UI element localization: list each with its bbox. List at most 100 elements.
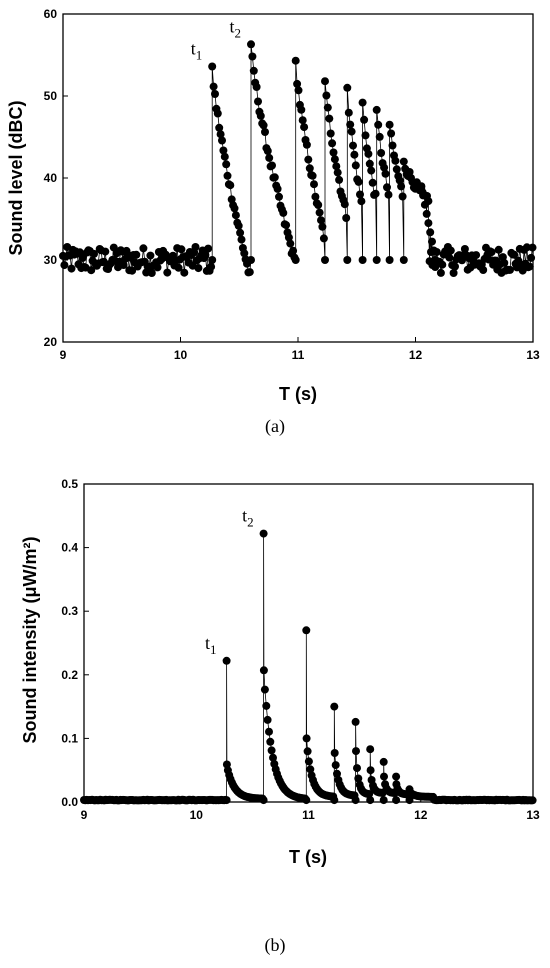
- panel-a-data-point: [422, 209, 431, 218]
- panel-a-data-point: [302, 140, 311, 149]
- panel-b-data-point: [366, 766, 375, 775]
- panel-a-data-point: [318, 222, 327, 231]
- panel-a-data-point: [391, 156, 400, 165]
- panel-a-data-point: [449, 269, 458, 277]
- panel-a-data-point: [139, 244, 148, 253]
- panel-a-data-point: [432, 248, 441, 256]
- panel-b-annotations: t 1 t2: [205, 506, 254, 657]
- panel-a-data-point: [417, 182, 426, 191]
- panel-a-data-point: [223, 171, 232, 180]
- panel-a-data-point: [286, 239, 295, 248]
- panel-b-data-point: [330, 796, 339, 805]
- panel-b-data-point: [266, 737, 275, 746]
- panel-a-data-point: [344, 108, 353, 117]
- panel-a-data-point: [323, 103, 332, 112]
- panel-b-data-point: [262, 701, 271, 710]
- panel-a-data-point: [451, 262, 459, 271]
- panel-a-data-point: [226, 181, 235, 190]
- panel-b-label: (b): [265, 935, 286, 956]
- panel-a-data-point: [385, 256, 394, 264]
- panel-a-data-point: [300, 123, 309, 132]
- panel-a-data-point: [191, 243, 200, 251]
- panel-a-data-point: [249, 66, 258, 75]
- panel-b-annotation-text: t: [242, 506, 247, 526]
- panel-a-data-point: [284, 233, 293, 242]
- panel-b-x-tick-label: 12: [414, 808, 428, 822]
- panel-a-data-point: [375, 132, 384, 141]
- panel-b-annotation: t2: [242, 506, 254, 530]
- panel-b-data-point: [379, 796, 388, 805]
- panel-a-data-point: [194, 264, 203, 273]
- panel-a-y-tick-label: 20: [44, 335, 58, 349]
- panel-a-data-point: [310, 180, 318, 189]
- panel-a-data-point: [230, 204, 239, 213]
- panel-a-data-point: [237, 235, 246, 244]
- panel-b-data-point: [392, 796, 401, 805]
- panel-a-data-point: [101, 247, 110, 256]
- panel-b-data-point: [351, 796, 360, 805]
- panel-a-data-point: [315, 208, 324, 217]
- panel-b-data-point: [263, 715, 272, 724]
- panel-a-data-point: [368, 178, 377, 187]
- panel-a-data-point: [234, 221, 243, 230]
- panel-a-data-point: [445, 253, 454, 262]
- panel-a-data: [59, 40, 537, 277]
- panel-a-data-point: [367, 166, 376, 175]
- panel-b-data-point: [379, 757, 388, 766]
- panel-a-data-point: [397, 182, 406, 191]
- panel-a-data-point: [248, 52, 257, 61]
- panel-a-data-point: [487, 248, 496, 257]
- panel-a-data-point: [342, 214, 351, 222]
- panel-a-y-tick-label: 50: [44, 89, 58, 103]
- panel-a-data-point: [347, 127, 356, 136]
- panel-b-annotation-subscript: 1: [210, 642, 217, 657]
- panel-b-data-point: [302, 626, 311, 635]
- panel-b-x-tick-label: 11: [302, 808, 315, 822]
- panel-a-data-point: [208, 62, 217, 71]
- panel-a-y-axis-title: Sound level (dBC): [6, 100, 26, 255]
- panel-a-data-point: [380, 163, 389, 172]
- panel-b-data-point: [366, 745, 375, 754]
- panel-b-y-tick-label: 0.4: [61, 541, 78, 555]
- panel-a-data-point: [364, 149, 373, 158]
- panel-a-data-point: [321, 77, 329, 86]
- panel-a-data-point: [247, 40, 255, 49]
- panel-a-data-point: [247, 256, 255, 264]
- panel-a-data-point: [385, 120, 394, 129]
- panel-b-data-point: [267, 746, 276, 755]
- panel-a-data-point: [340, 200, 349, 209]
- panel-b-data-point: [222, 796, 231, 805]
- panel-a-data-point: [343, 83, 352, 92]
- panel-a-data-point: [256, 111, 265, 120]
- panel-b-data-point: [331, 761, 340, 770]
- panel-a-data-point: [270, 173, 279, 182]
- panel-b-data-point: [353, 764, 361, 773]
- panel-a-data-point: [163, 268, 172, 277]
- panel-a-data-point: [305, 164, 314, 173]
- panel-a-data-point: [351, 161, 360, 170]
- panel-a-data-point: [298, 116, 307, 125]
- panel-a-x-tick-label: 11: [292, 348, 305, 362]
- panel-a-data-point: [174, 263, 183, 272]
- panel-a-data-point: [525, 262, 534, 271]
- panel-a-data-point: [428, 237, 436, 246]
- panel-b-data-point: [304, 757, 313, 766]
- panel-a-annotation-subscript: 1: [196, 47, 203, 62]
- panel-a-data-point: [374, 120, 383, 129]
- panel-b-data-point: [352, 747, 360, 756]
- panel-b-data-point: [302, 796, 311, 805]
- panel-a-data-point: [304, 155, 313, 164]
- panel-a-data-point: [358, 98, 367, 107]
- panel-a-data-point: [147, 269, 156, 277]
- panel-b-x-tick-label: 13: [526, 808, 540, 822]
- panel-b-data-point: [259, 529, 268, 538]
- panel-a-data-point: [436, 268, 445, 277]
- panel-a-data-point: [392, 165, 401, 174]
- panel-a-data-point: [252, 83, 261, 91]
- panel-a-data-point: [372, 105, 381, 114]
- panel-b-data-point: [392, 772, 401, 781]
- panel-a-data-point: [424, 219, 433, 228]
- panel-a-data-point: [399, 256, 408, 264]
- panel-b-y-axis-title: Sound intensity (μW/m²): [20, 537, 40, 744]
- panel-a-data-point: [275, 192, 283, 201]
